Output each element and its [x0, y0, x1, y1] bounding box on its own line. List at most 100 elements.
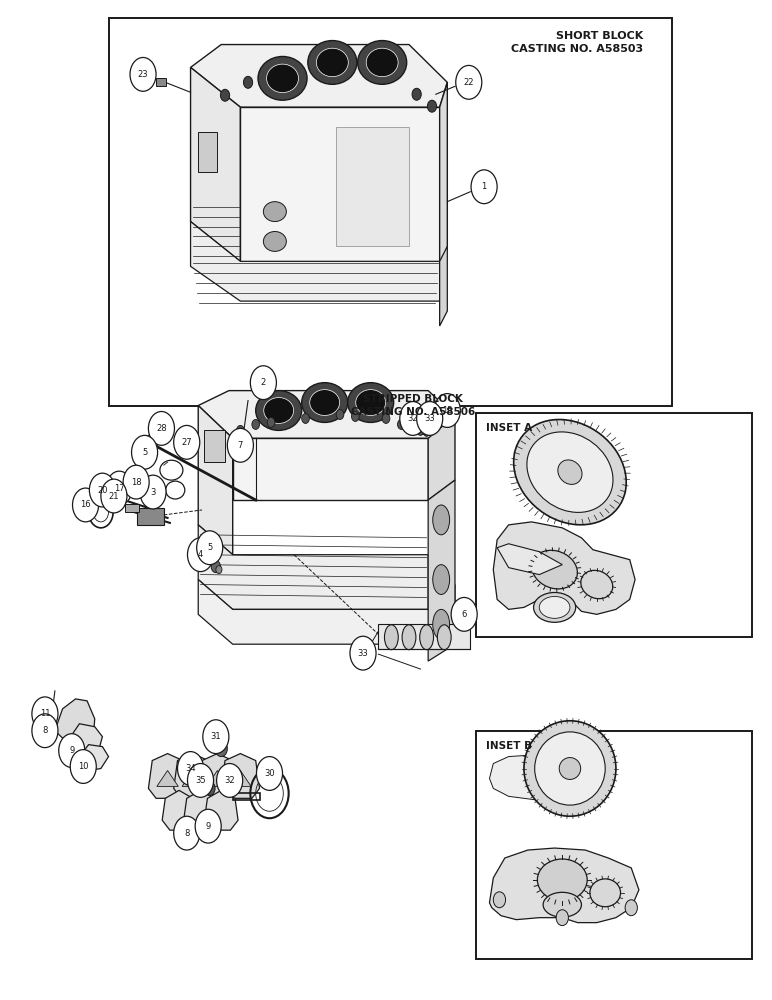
- Circle shape: [382, 413, 390, 423]
- Bar: [476, 731, 753, 959]
- Ellipse shape: [559, 758, 581, 779]
- Ellipse shape: [537, 859, 587, 901]
- Circle shape: [471, 170, 497, 204]
- Text: 8: 8: [184, 829, 189, 838]
- Circle shape: [32, 697, 58, 731]
- Ellipse shape: [513, 420, 626, 525]
- Circle shape: [188, 764, 214, 797]
- Circle shape: [451, 597, 477, 631]
- Text: STRIPPED BLOCK
CASTING NO. A58506: STRIPPED BLOCK CASTING NO. A58506: [350, 394, 475, 417]
- Text: 11: 11: [39, 709, 50, 718]
- Polygon shape: [439, 82, 447, 271]
- Circle shape: [140, 475, 166, 509]
- Text: INSET B: INSET B: [486, 741, 532, 751]
- Text: 34: 34: [185, 764, 196, 773]
- Text: 5: 5: [142, 448, 147, 457]
- Ellipse shape: [317, 48, 348, 77]
- Ellipse shape: [532, 550, 577, 589]
- Polygon shape: [174, 754, 212, 798]
- Ellipse shape: [533, 592, 576, 622]
- Ellipse shape: [438, 625, 451, 650]
- Text: 30: 30: [264, 769, 275, 778]
- Circle shape: [203, 720, 229, 754]
- Ellipse shape: [302, 383, 347, 422]
- Polygon shape: [191, 45, 447, 107]
- Ellipse shape: [264, 398, 293, 423]
- Ellipse shape: [581, 570, 613, 599]
- Circle shape: [178, 752, 204, 785]
- Polygon shape: [198, 754, 236, 798]
- Circle shape: [131, 435, 157, 469]
- Circle shape: [400, 402, 426, 435]
- Circle shape: [70, 750, 96, 783]
- Polygon shape: [191, 67, 240, 261]
- Polygon shape: [204, 430, 225, 462]
- Text: 3: 3: [151, 488, 156, 497]
- Ellipse shape: [266, 64, 299, 93]
- Circle shape: [428, 100, 437, 112]
- Polygon shape: [198, 580, 455, 644]
- Circle shape: [195, 809, 222, 843]
- Ellipse shape: [308, 41, 357, 84]
- Circle shape: [73, 488, 99, 522]
- Circle shape: [148, 411, 174, 445]
- Bar: [109, 18, 672, 406]
- Bar: [476, 413, 753, 637]
- Circle shape: [267, 417, 275, 427]
- Polygon shape: [222, 754, 259, 798]
- Text: 10: 10: [78, 762, 89, 771]
- Text: 4: 4: [198, 550, 203, 559]
- Text: SHORT BLOCK
CASTING NO. A58503: SHORT BLOCK CASTING NO. A58503: [510, 31, 643, 54]
- Polygon shape: [162, 790, 196, 830]
- Ellipse shape: [357, 41, 407, 84]
- Circle shape: [174, 425, 200, 459]
- Text: 8: 8: [42, 726, 48, 735]
- Text: 33: 33: [425, 414, 435, 423]
- Polygon shape: [428, 480, 455, 661]
- Ellipse shape: [420, 625, 434, 650]
- Ellipse shape: [524, 721, 616, 816]
- Polygon shape: [198, 391, 455, 438]
- Circle shape: [59, 734, 85, 768]
- Text: 31: 31: [211, 732, 221, 741]
- Circle shape: [227, 428, 253, 462]
- Circle shape: [205, 781, 215, 795]
- Polygon shape: [198, 132, 218, 172]
- Circle shape: [217, 764, 242, 797]
- Circle shape: [256, 757, 283, 790]
- Polygon shape: [78, 745, 109, 770]
- Circle shape: [417, 402, 442, 435]
- Text: 16: 16: [80, 500, 91, 509]
- Polygon shape: [489, 848, 639, 923]
- Circle shape: [435, 394, 460, 427]
- Ellipse shape: [543, 892, 581, 917]
- Circle shape: [145, 434, 157, 450]
- Circle shape: [107, 471, 132, 505]
- Circle shape: [89, 496, 113, 528]
- Polygon shape: [156, 78, 166, 86]
- Ellipse shape: [558, 460, 582, 484]
- Circle shape: [197, 771, 208, 785]
- Ellipse shape: [402, 625, 416, 650]
- Text: 28: 28: [156, 424, 167, 433]
- Text: 23: 23: [137, 70, 148, 79]
- Polygon shape: [232, 438, 428, 500]
- Circle shape: [130, 57, 156, 91]
- Circle shape: [221, 89, 229, 101]
- Circle shape: [212, 561, 221, 573]
- Ellipse shape: [433, 609, 449, 639]
- Text: 20: 20: [97, 486, 107, 495]
- Polygon shape: [68, 724, 103, 759]
- Circle shape: [101, 479, 127, 513]
- Ellipse shape: [540, 596, 570, 618]
- Circle shape: [123, 465, 149, 499]
- Text: 33: 33: [357, 649, 368, 658]
- Circle shape: [351, 411, 359, 421]
- Circle shape: [556, 910, 568, 926]
- Ellipse shape: [433, 565, 449, 594]
- Polygon shape: [439, 246, 447, 326]
- Circle shape: [426, 417, 435, 429]
- Polygon shape: [198, 406, 232, 555]
- Ellipse shape: [535, 732, 605, 805]
- Polygon shape: [191, 222, 439, 301]
